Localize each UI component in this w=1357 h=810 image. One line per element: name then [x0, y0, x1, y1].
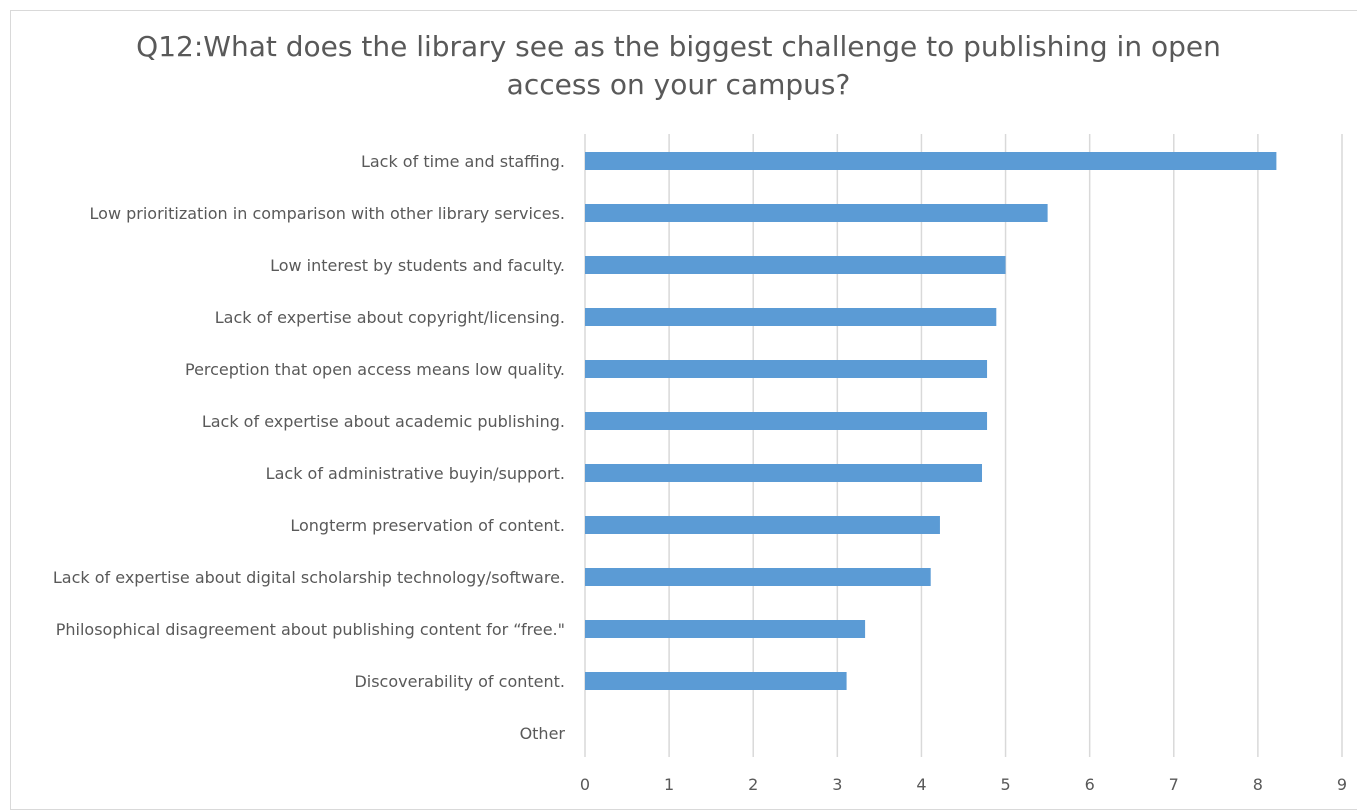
category-label: Lack of administrative buyin/support. [266, 464, 565, 483]
x-tick-1: 1 [664, 775, 674, 794]
bar [585, 152, 1277, 170]
category-labels: Lack of time and staffing. Low prioritiza… [53, 152, 566, 743]
bar [585, 568, 931, 586]
x-tick-6: 6 [1085, 775, 1095, 794]
bar [585, 308, 997, 326]
bar [585, 620, 866, 638]
bar [585, 360, 988, 378]
bar [585, 204, 1048, 222]
chart-title-line-2: access on your campus? [506, 68, 851, 101]
category-label: Discoverability of content. [354, 672, 565, 691]
category-label: Other [520, 724, 566, 743]
x-tick-5: 5 [1000, 775, 1010, 794]
x-tick-labels: 0 1 2 3 4 5 6 7 8 9 [580, 775, 1347, 794]
chart-title-line-1: Q12:What does the library see as the big… [136, 30, 1221, 63]
bar [585, 516, 940, 534]
category-label: Low interest by students and faculty. [270, 256, 565, 275]
category-label: Longterm preservation of content. [290, 516, 565, 535]
bars [585, 152, 1277, 690]
x-tick-9: 9 [1337, 775, 1347, 794]
chart-title: Q12:What does the library see as the big… [0, 28, 1357, 104]
x-tick-2: 2 [748, 775, 758, 794]
x-tick-0: 0 [580, 775, 590, 794]
category-label: Philosophical disagreement about publish… [56, 620, 565, 639]
category-label: Lack of expertise about digital scholars… [53, 568, 565, 587]
bar [585, 256, 1006, 274]
category-label: Lack of time and staffing. [361, 152, 565, 171]
bar [585, 412, 988, 430]
x-tick-8: 8 [1253, 775, 1263, 794]
x-tick-7: 7 [1169, 775, 1179, 794]
category-label: Lack of expertise about copyright/licens… [215, 308, 565, 327]
gridlines [584, 134, 1343, 757]
x-tick-3: 3 [832, 775, 842, 794]
bar [585, 672, 847, 690]
category-label: Low prioritization in comparison with ot… [90, 204, 565, 223]
x-tick-4: 4 [916, 775, 926, 794]
category-label: Perception that open access means low qu… [185, 360, 565, 379]
bar [585, 464, 983, 482]
category-label: Lack of expertise about academic publish… [202, 412, 565, 431]
